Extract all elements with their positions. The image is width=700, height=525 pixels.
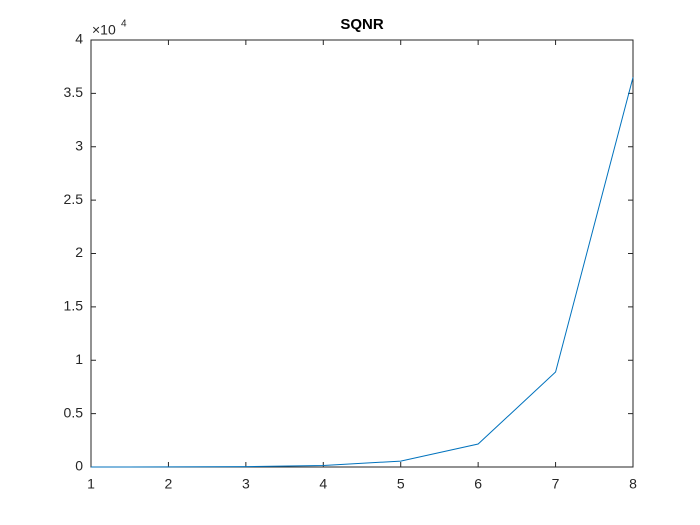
y-tick-label: 1.5 (64, 298, 84, 314)
x-tick-label: 4 (319, 476, 327, 492)
x-tick-label: 6 (474, 476, 482, 492)
plot-area (91, 40, 633, 467)
x-tick-label: 3 (242, 476, 250, 492)
y-tick-label: 2.5 (64, 191, 84, 207)
x-tick-label: 7 (552, 476, 560, 492)
x-tick-label: 8 (629, 476, 637, 492)
x-tick-label: 5 (397, 476, 405, 492)
y-tick-label: 4 (75, 31, 83, 47)
y-tick-label: 3 (75, 137, 83, 153)
x-tick-label: 2 (165, 476, 173, 492)
chart-title: SQNR (340, 16, 384, 33)
y-tick-label: 3.5 (64, 84, 84, 100)
y-tick-label: 0.5 (64, 404, 84, 420)
y-tick-label: 1 (75, 351, 83, 367)
y-exponent: 4 (121, 19, 127, 30)
y-multiplier: ×10 (92, 22, 116, 38)
x-tick-label: 1 (87, 476, 95, 492)
y-tick-label: 2 (75, 244, 83, 260)
y-tick-label: 0 (75, 458, 83, 474)
axes-box (90, 39, 634, 468)
data-line (90, 77, 634, 468)
